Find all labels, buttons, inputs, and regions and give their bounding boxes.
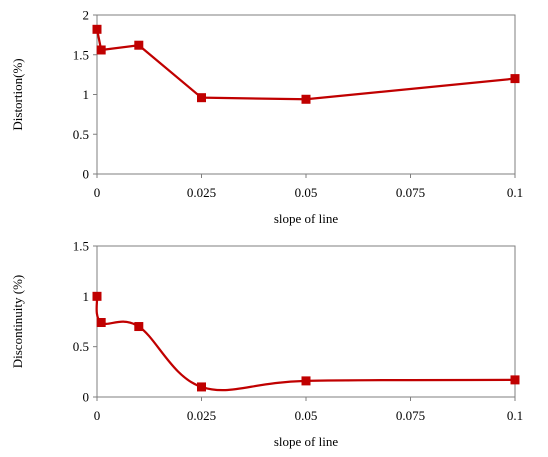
distortion-y-tick-label: 2 <box>83 8 90 23</box>
distortion-chart: 0 0.5 1 1.5 2 0 0.025 0.05 0.075 0.1 slope of line… <box>10 8 523 227</box>
discontinuity-y-axis-title: Discontinuity (%) <box>10 275 25 369</box>
distortion-data-point <box>301 94 311 104</box>
distortion-data-point <box>96 45 106 55</box>
distortion-data-point <box>134 40 144 50</box>
discontinuity-y-tick-label: 0.5 <box>73 339 89 354</box>
discontinuity-x-tick-label: 0.025 <box>187 408 216 423</box>
discontinuity-data-point <box>96 318 106 328</box>
discontinuity-y-tick-label: 1 <box>83 289 90 304</box>
distortion-y-tick-label: 1 <box>83 87 90 102</box>
discontinuity-data-point <box>301 376 311 386</box>
distortion-x-tick-label: 0.075 <box>396 185 425 200</box>
distortion-y-tick-label: 1.5 <box>73 47 89 62</box>
discontinuity-data-point <box>92 291 102 301</box>
discontinuity-x-axis-title: slope of line <box>274 434 338 449</box>
discontinuity-x-tick-label: 0.1 <box>507 408 523 423</box>
discontinuity-y-tick-label: 1.5 <box>73 239 89 254</box>
discontinuity-chart: 0 0.5 1 1.5 0 0.025 0.05 0.075 0.1 slope of line D… <box>10 239 523 450</box>
distortion-x-tick-label: 0 <box>94 185 101 200</box>
discontinuity-y-tick-label: 0 <box>83 390 90 405</box>
discontinuity-series-line <box>95 295 517 392</box>
distortion-x-tick-label: 0.1 <box>507 185 523 200</box>
distortion-data-point <box>510 74 520 84</box>
distortion-y-axis-title: Distortion(%) <box>10 58 25 130</box>
distortion-series-line <box>95 28 517 101</box>
discontinuity-plot-frame <box>96 245 516 398</box>
discontinuity-data-point <box>134 322 144 332</box>
distortion-y-tick-label: 0.5 <box>73 127 89 142</box>
distortion-data-point <box>92 24 102 34</box>
distortion-plot-frame <box>96 14 516 175</box>
discontinuity-data-point <box>197 382 206 392</box>
distortion-x-tick-label: 0.05 <box>295 185 318 200</box>
discontinuity-data-point <box>510 375 520 385</box>
distortion-data-point <box>197 93 206 103</box>
discontinuity-x-tick-label: 0.075 <box>396 408 425 423</box>
distortion-x-axis-title: slope of line <box>274 211 338 226</box>
distortion-y-tick-label: 0 <box>83 167 90 182</box>
distortion-x-tick-label: 0.025 <box>187 185 216 200</box>
discontinuity-x-tick-label: 0.05 <box>295 408 318 423</box>
discontinuity-x-tick-label: 0 <box>94 408 101 423</box>
